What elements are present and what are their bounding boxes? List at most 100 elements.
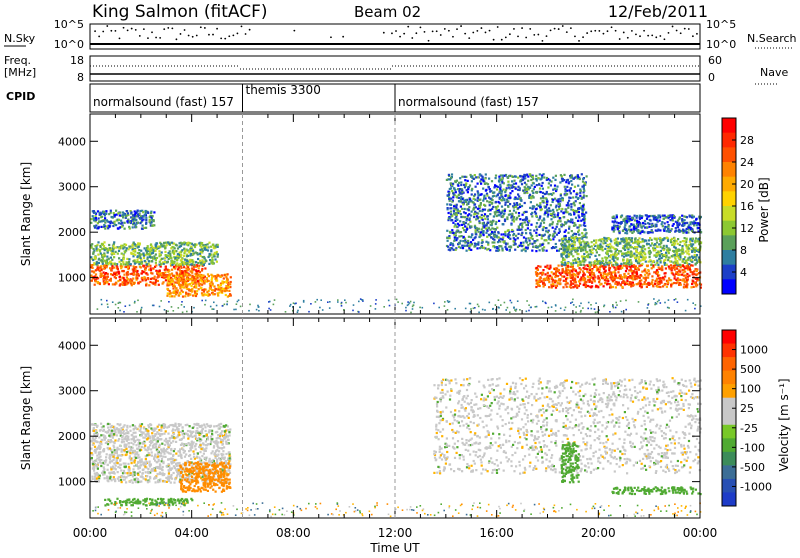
echo-pixel (693, 282, 695, 284)
echo-pixel (636, 229, 638, 231)
nsky-dot (627, 37, 629, 39)
echo-pixel (215, 245, 217, 247)
echo-pixel (176, 273, 178, 275)
echo-pixel (480, 183, 482, 185)
echo-pixel (151, 225, 153, 227)
echo-pixel (591, 281, 593, 283)
echo-pixel (644, 220, 646, 222)
echo-pixel (200, 287, 202, 289)
echo-pixel (583, 261, 585, 263)
echo-pixel (561, 261, 563, 263)
echo-pixel (590, 277, 592, 279)
echo-pixel (143, 278, 145, 280)
echo-pixel (668, 231, 670, 233)
echo-pixel (499, 197, 501, 199)
echo-pixel (448, 249, 450, 251)
echo-pixel (145, 217, 147, 219)
echo-pixel (161, 258, 163, 260)
echo-pixel (670, 241, 672, 243)
echo-pixel (635, 237, 637, 239)
echo-pixel (209, 287, 211, 289)
echo-pixel (641, 263, 643, 265)
noise-pixel (164, 309, 166, 311)
echo-pixel (174, 277, 176, 279)
echo-pixel (145, 210, 147, 212)
echo-pixel (101, 269, 103, 271)
nsky-dot (411, 37, 413, 39)
echo-pixel (179, 269, 181, 271)
echo-pixel (643, 231, 645, 233)
echo-pixel (154, 284, 156, 286)
echo-pixel (142, 271, 144, 273)
echo-pixel (486, 193, 488, 195)
echo-pixel (539, 206, 541, 208)
echo-pixel (517, 189, 519, 191)
echo-pixel (117, 253, 119, 255)
echo-pixel (605, 259, 607, 261)
echo-pixel (587, 256, 589, 258)
echo-pixel (207, 273, 209, 275)
echo-pixel (179, 287, 181, 289)
echo-pixel (152, 267, 154, 269)
echo-pixel (496, 215, 498, 217)
echo-pixel (578, 211, 580, 213)
echo-pixel (562, 246, 564, 248)
echo-pixel (448, 212, 450, 214)
echo-pixel (181, 284, 183, 286)
echo-pixel (136, 256, 138, 258)
echo-pixel (185, 292, 187, 294)
echo-pixel (95, 263, 97, 265)
echo-pixel (448, 198, 450, 200)
echo-pixel (573, 202, 575, 204)
echo-pixel (447, 246, 449, 248)
echo-pixel (535, 273, 537, 275)
echo-pixel (684, 262, 686, 264)
echo-pixel (578, 258, 580, 260)
echo-pixel (94, 245, 96, 247)
echo-pixel (121, 226, 123, 228)
echo-pixel (507, 206, 509, 208)
echo-pixel (195, 270, 197, 272)
echo-pixel (143, 255, 145, 257)
echo-pixel (543, 219, 545, 221)
echo-pixel (538, 219, 540, 221)
echo-pixel (525, 247, 527, 249)
echo-pixel (638, 258, 640, 260)
echo-pixel (207, 243, 209, 245)
nsky-dot (603, 33, 605, 35)
nsky-dot (407, 26, 409, 28)
echo-pixel (667, 282, 669, 284)
echo-pixel (498, 239, 500, 241)
echo-pixel (666, 245, 668, 247)
echo-pixel (476, 247, 478, 249)
echo-pixel (687, 231, 689, 233)
echo-pixel (695, 237, 697, 239)
echo-pixel (517, 193, 519, 195)
echo-pixel (203, 282, 205, 284)
echo-pixel (571, 277, 573, 279)
echo-pixel (123, 263, 125, 265)
echo-pixel (627, 215, 629, 217)
echo-pixel (579, 271, 581, 273)
echo-pixel (470, 214, 472, 216)
echo-pixel (458, 197, 460, 199)
echo-pixel (98, 262, 100, 264)
echo-pixel (504, 231, 506, 233)
echo-pixel (507, 195, 509, 197)
echo-pixel (595, 249, 597, 251)
echo-pixel (568, 181, 570, 183)
echo-pixel (646, 265, 648, 267)
echo-pixel (594, 260, 596, 262)
echo-pixel (691, 250, 693, 252)
echo-pixel (686, 262, 688, 264)
echo-pixel (465, 201, 467, 203)
echo-pixel (153, 278, 155, 280)
echo-pixel (627, 218, 629, 220)
echo-pixel (193, 252, 195, 254)
echo-pixel (682, 278, 684, 280)
echo-pixel (570, 266, 572, 268)
echo-pixel (682, 249, 684, 251)
echo-pixel (573, 262, 575, 264)
echo-pixel (538, 284, 540, 286)
nsky-dot (464, 33, 466, 35)
